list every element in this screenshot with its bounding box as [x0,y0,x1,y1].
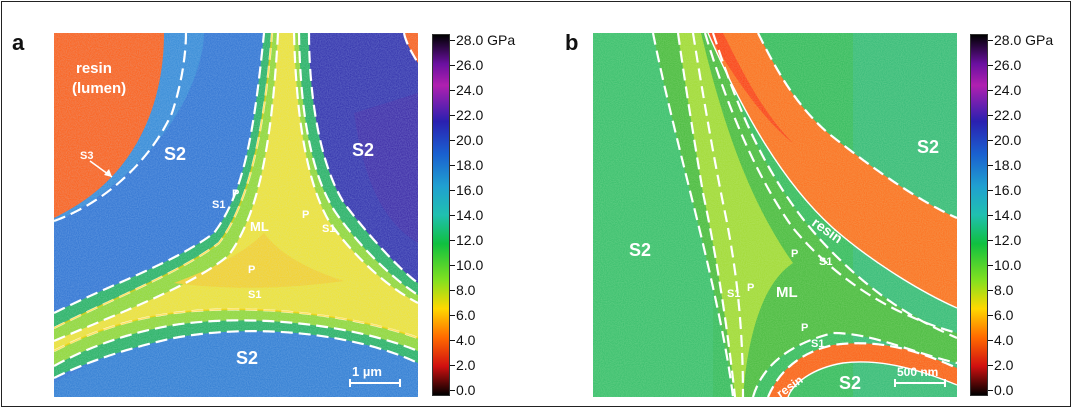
panel-b-letter: b [565,30,579,55]
label-p-bottom: P [801,322,808,334]
panel-b-modulus-map: S2 S2 S2 resin resin ML S1 S1 S1 P P P 5… [593,33,957,397]
colorbar-a-tick-label: 12.0 [456,232,484,248]
colorbar-a-tick-mark [450,90,455,91]
colorbar-b-tick-mark [988,390,993,391]
label-s2-right: S2 [917,137,939,157]
colorbar-a-tick-mark [450,65,455,66]
colorbar-b-tick-label: 4.0 [994,332,1014,348]
colorbar-b-tick-label: 28.0 GPa [994,32,1054,48]
colorbar-b-tick-label: 8.0 [994,282,1014,298]
colorbar-a-tick-mark [450,240,455,241]
colorbar-a-tick-label: 18.0 [456,157,484,173]
colorbar-b-tick-label: 20.0 [994,132,1022,148]
label-ml: ML [250,219,269,234]
colorbar-a-tick-mark [450,315,455,316]
colorbar-b-tick-mark [988,365,993,366]
colorbar-b-tick-mark [988,240,993,241]
colorbar-a-tick-label: 24.0 [456,82,484,98]
label-p-left: P [747,282,754,294]
scale-bar-label-a: 1 µm [352,364,382,379]
colorbar-a-tick-mark [450,165,455,166]
colorbar-b-tick-mark [988,165,993,166]
colorbar-a-tick-mark [450,265,455,266]
colorbar-a-tick-mark [450,340,455,341]
label-p-left: P [232,188,239,200]
colorbar-a-tick-label: 2.0 [456,357,476,373]
colorbar-a-tick-mark [450,40,455,41]
panel-a-modulus-map: resin (lumen) S3 S2 S2 S2 ML S1 S1 S1 P … [54,33,418,397]
colorbar-b-tick-mark [988,340,993,341]
label-p-top: P [791,248,798,260]
colorbar-b-tick-label: 10.0 [994,257,1022,273]
panel-b-map-image: S2 S2 S2 resin resin ML S1 S1 S1 P P P 5… [593,33,957,397]
colorbar-b [970,34,988,396]
colorbar-a-tick-label: 14.0 [456,207,484,223]
label-s2-left: S2 [629,240,651,260]
colorbar-b-tick-label: 0.0 [994,382,1014,398]
colorbar-b-tick-label: 18.0 [994,157,1022,173]
colorbar-a-tick-mark [450,365,455,366]
colorbar-b-tick-mark [988,115,993,116]
colorbar-b-tick-mark [988,140,993,141]
colorbar-a-tick-label: 16.0 [456,182,484,198]
colorbar-a-tick-label: 4.0 [456,332,476,348]
label-s1-left: S1 [212,199,225,211]
label-s1-bottom: S1 [248,289,261,301]
colorbar-a-tick-mark [450,215,455,216]
colorbar-a-tick-label: 6.0 [456,307,476,323]
label-s1-bottom: S1 [811,338,824,350]
colorbar-b-tick-label: 24.0 [994,82,1022,98]
label-p-bottom: P [248,264,255,276]
label-s1-right: S1 [322,223,335,235]
label-s2-bottom: S2 [236,348,258,368]
colorbar-b-tick-mark [988,190,993,191]
colorbar-b-tick-mark [988,315,993,316]
label-p-right: P [302,209,309,221]
panel-a-letter: a [12,30,25,55]
label-s2-left: S2 [164,144,186,164]
colorbar-a-tick-label: 28.0 GPa [456,32,516,48]
colorbar-b-tick-label: 12.0 [994,232,1022,248]
colorbar-b-tick-mark [988,265,993,266]
colorbar-b-tick-label: 16.0 [994,182,1022,198]
label-s1-right: S1 [819,256,832,268]
label-ml: ML [776,284,798,301]
colorbar-b-tick-label: 6.0 [994,307,1014,323]
colorbar-a-tick-label: 8.0 [456,282,476,298]
colorbar-a-tick-label: 0.0 [456,382,476,398]
colorbar-a-tick-mark [450,115,455,116]
colorbar-b-tick-mark [988,40,993,41]
colorbar-b-tick-mark [988,90,993,91]
colorbar-a-tick-mark [450,390,455,391]
label-s1-left: S1 [727,288,740,300]
colorbar-a-tick-mark [450,140,455,141]
colorbar-a-tick-mark [450,190,455,191]
colorbar-b-tick-label: 22.0 [994,107,1022,123]
scale-bar-label-b: 500 nm [897,365,938,379]
colorbar-a-tick-mark [450,290,455,291]
colorbar-b-tick-mark [988,290,993,291]
colorbar-b-tick-mark [988,215,993,216]
label-lumen: (lumen) [72,80,126,97]
colorbar-b-tick-label: 14.0 [994,207,1022,223]
colorbar-a-tick-label: 22.0 [456,107,484,123]
colorbar-b-tick-mark [988,65,993,66]
label-s2-right: S2 [352,140,374,160]
colorbar-a [432,34,450,396]
panel-a-map-image: resin (lumen) S3 S2 S2 S2 ML S1 S1 S1 P … [54,33,418,397]
colorbar-b-tick-label: 2.0 [994,357,1014,373]
colorbar-a-tick-label: 10.0 [456,257,484,273]
label-s3: S3 [80,150,93,162]
colorbar-b-tick-label: 26.0 [994,57,1022,73]
label-resin: resin [76,60,112,77]
label-s2-bottom: S2 [839,373,861,393]
colorbar-a-tick-label: 26.0 [456,57,484,73]
colorbar-a-tick-label: 20.0 [456,132,484,148]
